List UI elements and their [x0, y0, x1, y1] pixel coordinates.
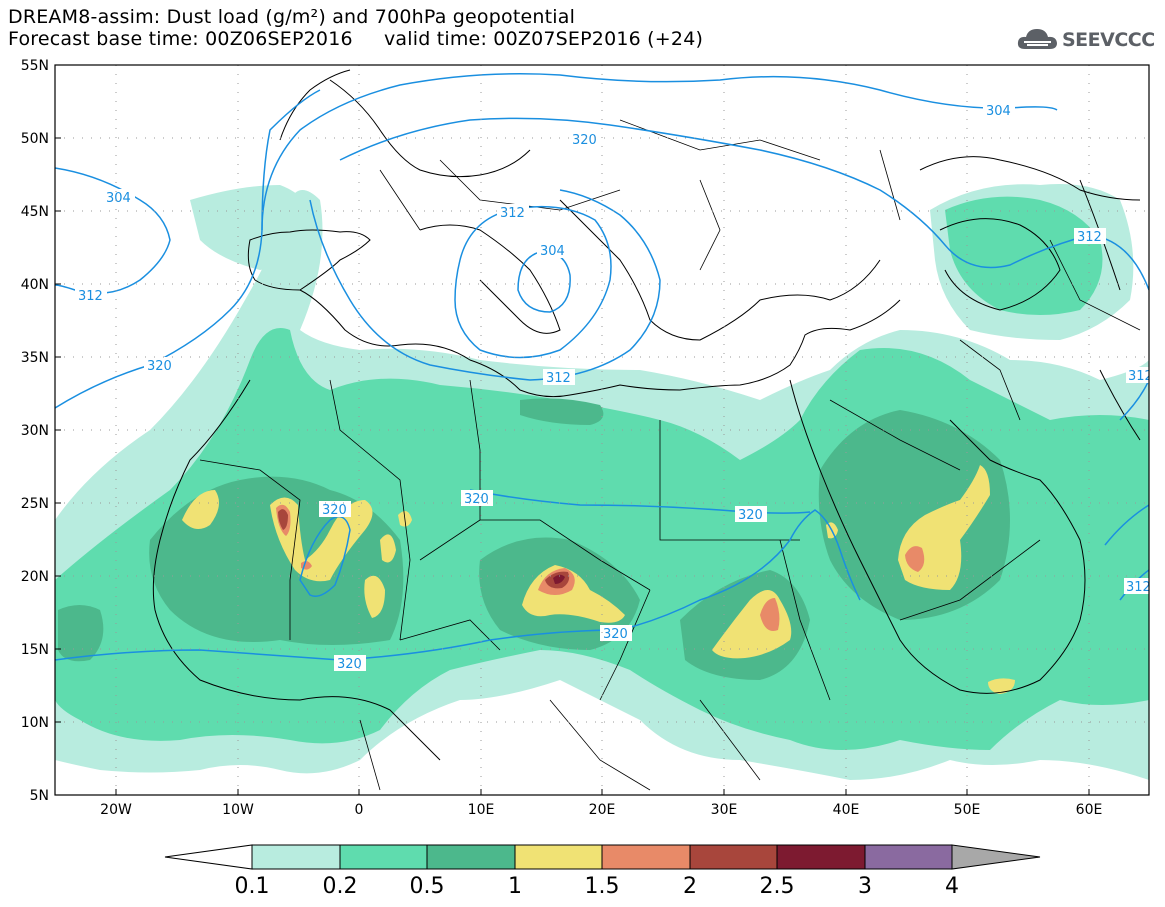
- axis-ticks: [55, 64, 1090, 796]
- colorbar: 0.1 0.2 0.5 1 1.5 2 2.5 3 4: [164, 844, 1041, 899]
- dust-level-very-high-4: [905, 546, 925, 572]
- dust-level-extreme-1: [278, 509, 288, 530]
- lon-label: 30E: [711, 802, 738, 818]
- cloud-icon: [1017, 29, 1057, 49]
- colorbar-low-arrow: [164, 844, 253, 870]
- contour-label: 304: [540, 244, 565, 259]
- colorbar-swatch: [514, 844, 603, 870]
- latitude-labels: 55N 50N 45N 40N 35N 30N 25N 20N 15N 10N …: [21, 58, 49, 804]
- dust-level-light-nw: [190, 185, 312, 270]
- contour-label: 312: [1126, 580, 1151, 595]
- lat-label: 25N: [21, 496, 49, 512]
- colorbar-swatch: [864, 844, 953, 870]
- lat-label: 50N: [21, 131, 49, 147]
- contour-label: 320: [603, 627, 628, 642]
- contour-label: 304: [106, 191, 131, 206]
- lon-label: 20W: [100, 802, 132, 818]
- contour-label: 312: [1128, 369, 1153, 384]
- contour-label: 304: [986, 104, 1011, 119]
- lon-label: 50E: [954, 802, 981, 818]
- dust-level-moderate-arabia: [818, 410, 1010, 620]
- dust-level-high-4: [364, 575, 385, 618]
- colorbar-swatch: [689, 844, 778, 870]
- colorbar-swatch: [426, 844, 516, 870]
- lon-label: 0: [355, 802, 364, 818]
- dust-level-moderate-w: [58, 605, 104, 662]
- dust-level-high-2: [270, 497, 373, 582]
- colorbar-tick: 2: [683, 874, 697, 899]
- colorbar-tick: 0.1: [235, 874, 270, 899]
- dust-field: 304 312 320 312 304 320 312 320 320 320 …: [55, 65, 1153, 795]
- colorbar-tick: 1: [508, 874, 522, 899]
- lat-label: 40N: [21, 277, 49, 293]
- lat-label: 20N: [21, 569, 49, 585]
- map-subtitle: Forecast base time: 00Z06SEP2016 valid t…: [8, 28, 704, 50]
- contour-label: 320: [572, 133, 597, 148]
- colorbar-tick: 0.2: [323, 874, 358, 899]
- dust-level-extreme-3: [553, 574, 565, 584]
- contour-label: 312: [78, 289, 103, 304]
- dust-level-moderate-n: [520, 398, 604, 425]
- colorbar-tick: 0.5: [410, 874, 445, 899]
- colorbar-tick: 4: [945, 874, 959, 899]
- contour-label: 320: [337, 657, 362, 672]
- contour-label: 312: [546, 371, 571, 386]
- lat-label: 45N: [21, 204, 49, 220]
- contour-label: 312: [500, 206, 525, 221]
- colorbar-swatch: [339, 844, 428, 870]
- contour-label: 320: [464, 492, 489, 507]
- lon-label: 10E: [468, 802, 495, 818]
- colorbar-tick: 2.5: [760, 874, 795, 899]
- seevccc-logo: SEEVCCC: [1015, 20, 1160, 60]
- longitude-labels: 20W 10W 0 10E 20E 30E 40E 50E 60E: [100, 802, 1102, 818]
- lat-label: 55N: [21, 58, 49, 74]
- logo-text: SEEVCCC: [1062, 29, 1155, 51]
- lat-label: 15N: [21, 642, 49, 658]
- lon-label: 40E: [833, 802, 860, 818]
- contour-label: 320: [738, 508, 763, 523]
- map-title: DREAM8-assim: Dust load (g/m²) and 700hP…: [8, 6, 576, 28]
- colorbar-swatch: [251, 844, 341, 870]
- contour-labels: 304 312 320 312 304 320 312 320 320 320 …: [75, 102, 1153, 672]
- colorbar-high-arrow: [951, 844, 1041, 870]
- contour-label: 312: [1077, 230, 1102, 245]
- colorbar-tick: 1.5: [585, 874, 620, 899]
- lat-label: 5N: [30, 788, 49, 804]
- lat-label: 30N: [21, 423, 49, 439]
- colorbar-tick: 3: [858, 874, 872, 899]
- coastlines: [152, 69, 1141, 761]
- colorbar-swatch: [601, 844, 691, 870]
- dust-level-high-1: [182, 490, 219, 529]
- dust-level-high-3: [380, 534, 396, 563]
- lon-label: 20E: [589, 802, 616, 818]
- contour-label: 320: [147, 359, 172, 374]
- colorbar-swatch: [776, 844, 866, 870]
- contour-label: 320: [322, 503, 347, 518]
- lat-label: 35N: [21, 350, 49, 366]
- dust-level-very-high-3: [760, 598, 780, 631]
- lon-label: 10W: [222, 802, 254, 818]
- dust-level-medium-ne: [945, 196, 1103, 315]
- lat-label: 10N: [21, 715, 49, 731]
- lon-label: 60E: [1076, 802, 1103, 818]
- dust-level-high-10: [988, 678, 1015, 694]
